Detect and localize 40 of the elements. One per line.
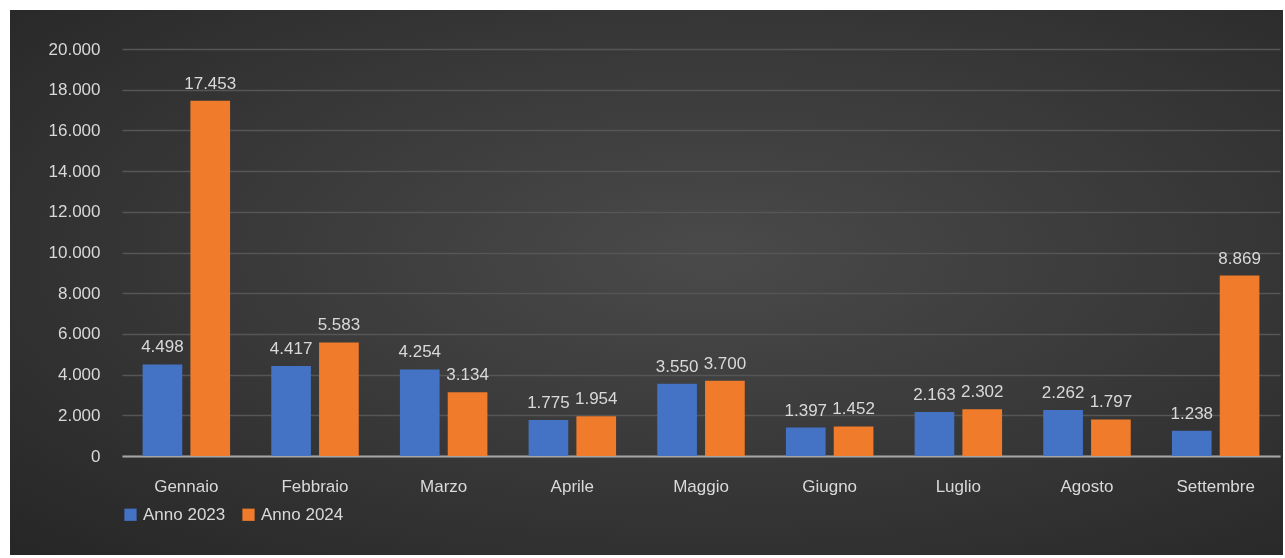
- y-tick-label: 8.000: [57, 283, 101, 303]
- data-label: 1.238: [1170, 403, 1214, 423]
- data-label: 3.134: [446, 365, 489, 385]
- x-tick-label: Settembre: [1176, 476, 1255, 496]
- data-label: 1.397: [784, 400, 828, 420]
- data-label: 1.775: [527, 392, 570, 412]
- y-tick-label: 16.000: [48, 120, 101, 140]
- data-label: 5.583: [317, 315, 361, 335]
- data-label: 4.254: [398, 342, 442, 362]
- data-label: 2.302: [960, 382, 1004, 402]
- data-label: 8.869: [1218, 248, 1261, 268]
- legend-label: Anno 2024: [261, 504, 344, 524]
- data-label: 17.453: [184, 73, 237, 93]
- data-label: 3.700: [703, 353, 747, 373]
- data-label: 1.797: [1089, 392, 1133, 412]
- legend-label: Anno 2023: [143, 504, 226, 524]
- x-tick-label: Maggio: [673, 476, 729, 496]
- x-tick-label: Gennaio: [154, 476, 219, 496]
- data-label: 2.163: [913, 384, 956, 404]
- x-tick-label: Luglio: [935, 476, 982, 496]
- y-tick-label: 20.000: [48, 39, 101, 59]
- data-label: 1.452: [832, 399, 875, 419]
- data-label: 4.498: [141, 337, 184, 357]
- y-tick-label: 2.000: [57, 405, 101, 425]
- y-tick-label: 6.000: [57, 324, 101, 344]
- x-tick-label: Febbraio: [281, 476, 349, 496]
- x-tick-label: Agosto: [1060, 476, 1114, 496]
- x-tick-label: Marzo: [420, 476, 468, 496]
- data-label: 2.262: [1041, 382, 1085, 402]
- x-tick-label: Aprile: [550, 476, 595, 496]
- y-tick-label: 14.000: [48, 161, 101, 181]
- y-tick-label: 12.000: [48, 202, 101, 222]
- y-tick-label: 0: [91, 446, 101, 466]
- y-tick-label: 4.000: [57, 365, 101, 385]
- data-label: 1.954: [574, 389, 618, 409]
- x-tick-label: Giugno: [802, 476, 858, 496]
- y-tick-label: 18.000: [48, 80, 101, 100]
- y-tick-label: 10.000: [48, 243, 101, 262]
- data-label: 4.417: [269, 339, 313, 359]
- data-label: 3.550: [655, 356, 699, 376]
